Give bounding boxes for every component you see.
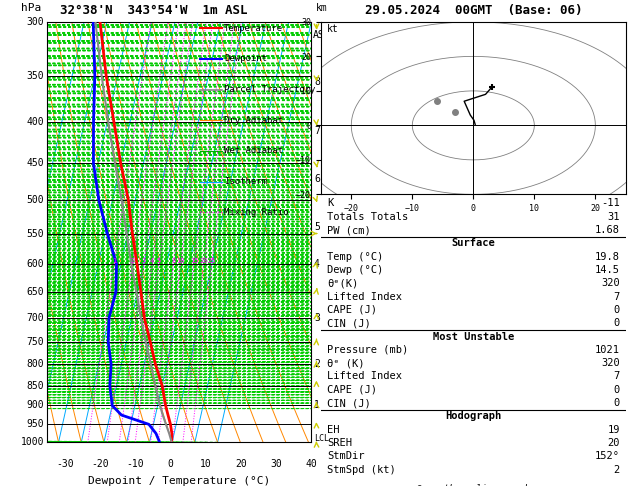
Text: 3: 3 <box>314 312 320 323</box>
Text: 19.8: 19.8 <box>595 252 620 262</box>
Text: 750: 750 <box>26 337 44 347</box>
Text: 550: 550 <box>26 228 44 239</box>
Text: 25: 25 <box>208 258 216 264</box>
Text: 1: 1 <box>314 400 320 411</box>
Text: Dewp (°C): Dewp (°C) <box>327 265 383 275</box>
Text: 1021: 1021 <box>595 345 620 355</box>
Text: StmSpd (kt): StmSpd (kt) <box>327 465 396 475</box>
Text: 300: 300 <box>26 17 44 27</box>
Text: 19: 19 <box>607 425 620 434</box>
Text: 3: 3 <box>142 258 146 264</box>
Text: 7: 7 <box>314 126 320 136</box>
Text: 5: 5 <box>314 222 320 232</box>
Text: -11: -11 <box>601 198 620 208</box>
Text: Wet Adiabat: Wet Adiabat <box>224 146 283 156</box>
Text: Hodograph: Hodograph <box>445 411 501 421</box>
Text: Totals Totals: Totals Totals <box>327 212 408 222</box>
Text: 1000: 1000 <box>21 437 44 447</box>
Text: CAPE (J): CAPE (J) <box>327 305 377 315</box>
Text: 15: 15 <box>190 258 198 264</box>
Text: 32°38'N  343°54'W  1m ASL: 32°38'N 343°54'W 1m ASL <box>60 4 247 17</box>
Text: 10: 10 <box>200 459 211 469</box>
Text: 10: 10 <box>176 258 185 264</box>
Text: 8: 8 <box>171 258 175 264</box>
Text: 7: 7 <box>613 292 620 302</box>
Text: LCL: LCL <box>314 434 329 443</box>
Text: 800: 800 <box>26 359 44 369</box>
Text: 4: 4 <box>150 258 154 264</box>
Text: Dewpoint: Dewpoint <box>224 54 267 63</box>
Text: -30: -30 <box>56 459 74 469</box>
Text: 4: 4 <box>314 259 320 269</box>
Text: 400: 400 <box>26 117 44 127</box>
Text: 7: 7 <box>613 371 620 382</box>
Text: 650: 650 <box>26 287 44 297</box>
Text: 1.68: 1.68 <box>595 225 620 235</box>
Text: Temp (°C): Temp (°C) <box>327 252 383 262</box>
Text: Lifted Index: Lifted Index <box>327 371 402 382</box>
Text: K: K <box>327 198 333 208</box>
Text: 0: 0 <box>613 385 620 395</box>
Text: 900: 900 <box>26 400 44 411</box>
Text: Temperature: Temperature <box>224 24 283 33</box>
Text: 20: 20 <box>607 438 620 448</box>
Text: 350: 350 <box>26 70 44 81</box>
Text: 20: 20 <box>235 459 247 469</box>
Text: θᵉ(K): θᵉ(K) <box>327 278 358 288</box>
Text: © weatheronline.co.uk: © weatheronline.co.uk <box>417 484 530 486</box>
Text: 500: 500 <box>26 195 44 205</box>
Text: 450: 450 <box>26 158 44 169</box>
Text: 2: 2 <box>314 359 320 369</box>
Text: CIN (J): CIN (J) <box>327 398 370 408</box>
Text: 6: 6 <box>314 174 320 184</box>
Text: 0: 0 <box>167 459 174 469</box>
Text: ASL: ASL <box>313 30 331 40</box>
Text: 950: 950 <box>26 419 44 429</box>
Text: -10: -10 <box>126 459 144 469</box>
Text: 700: 700 <box>26 312 44 323</box>
Text: 31: 31 <box>607 212 620 222</box>
Text: θᵉ (K): θᵉ (K) <box>327 358 364 368</box>
Text: 320: 320 <box>601 358 620 368</box>
Text: 850: 850 <box>26 381 44 391</box>
Text: EH: EH <box>327 425 340 434</box>
Text: Isotherm: Isotherm <box>224 177 267 186</box>
Text: 20: 20 <box>199 258 208 264</box>
Text: Surface: Surface <box>452 239 495 248</box>
Text: Parcel Trajectory: Parcel Trajectory <box>224 85 316 94</box>
Text: hPa: hPa <box>21 3 42 14</box>
Text: Lifted Index: Lifted Index <box>327 292 402 302</box>
Text: SREH: SREH <box>327 438 352 448</box>
Text: CIN (J): CIN (J) <box>327 318 370 328</box>
Text: 5: 5 <box>157 258 161 264</box>
Text: 1: 1 <box>112 258 116 264</box>
Text: 0: 0 <box>613 398 620 408</box>
Text: 0: 0 <box>613 318 620 328</box>
Text: 8: 8 <box>314 77 320 87</box>
Text: Dry Adiabat: Dry Adiabat <box>224 116 283 125</box>
Text: Most Unstable: Most Unstable <box>433 331 514 342</box>
Text: Pressure (mb): Pressure (mb) <box>327 345 408 355</box>
Text: PW (cm): PW (cm) <box>327 225 370 235</box>
Text: 40: 40 <box>306 459 317 469</box>
Text: 2: 2 <box>130 258 135 264</box>
Text: 0: 0 <box>613 305 620 315</box>
Text: CAPE (J): CAPE (J) <box>327 385 377 395</box>
Text: 30: 30 <box>270 459 282 469</box>
Text: 14.5: 14.5 <box>595 265 620 275</box>
Text: Dewpoint / Temperature (°C): Dewpoint / Temperature (°C) <box>88 476 270 486</box>
Text: 152°: 152° <box>595 451 620 461</box>
Text: 2: 2 <box>613 465 620 475</box>
Text: km: km <box>316 3 328 14</box>
Text: -20: -20 <box>91 459 109 469</box>
Text: 320: 320 <box>601 278 620 288</box>
Text: 29.05.2024  00GMT  (Base: 06): 29.05.2024 00GMT (Base: 06) <box>365 4 582 17</box>
Text: StmDir: StmDir <box>327 451 364 461</box>
Text: kt: kt <box>327 24 338 34</box>
Text: 600: 600 <box>26 259 44 269</box>
Text: Mixing Ratio: Mixing Ratio <box>224 208 289 217</box>
